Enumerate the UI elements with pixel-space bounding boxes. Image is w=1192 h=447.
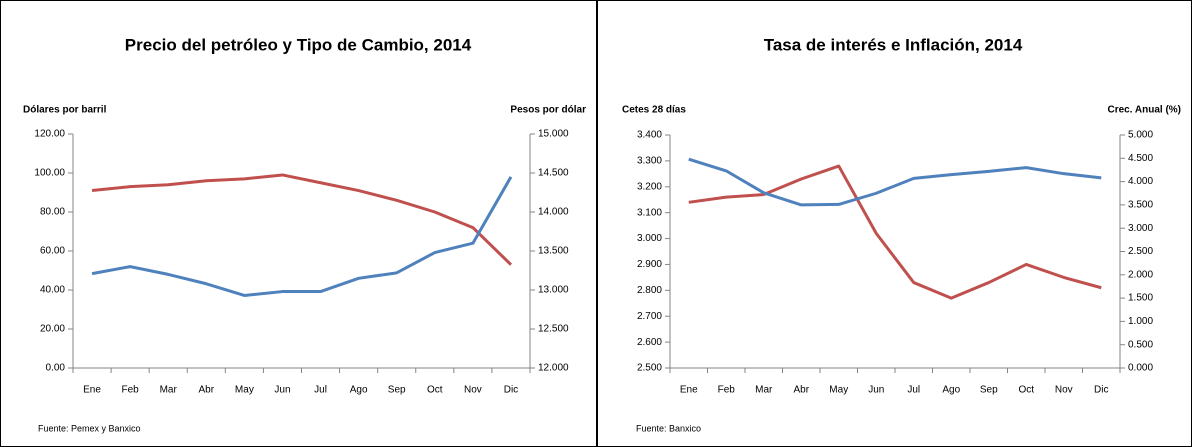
x-tick-label: Sep (980, 385, 998, 396)
y-tick-label: 3.100 (637, 207, 662, 218)
y2-tick-label: 14.000 (538, 207, 569, 218)
y-tick-label: 2.700 (637, 311, 662, 322)
y-tick-label: 20.00 (40, 324, 65, 335)
x-tick-label: Ago (942, 385, 960, 396)
y2-tick-label: 3.500 (1128, 200, 1153, 211)
x-tick-label: Ago (350, 385, 368, 396)
chart-title: Tasa de interés e Inflación, 2014 (764, 35, 1023, 54)
y-tick-label: 3.000 (637, 233, 662, 244)
y2-tick-label: 14.500 (538, 168, 569, 179)
y-tick-label: 80.00 (40, 207, 65, 218)
y2-tick-label: 1.500 (1128, 293, 1153, 304)
source-note: Fuente: Pemex y Banxico (38, 423, 141, 433)
x-tick-label: Jul (907, 385, 920, 396)
x-tick-label: Dic (1094, 385, 1108, 396)
y-tick-label: 2.800 (637, 285, 662, 296)
series-line (91, 173, 513, 266)
y-tick-label: 2.900 (637, 259, 662, 270)
x-tick-label: Oct (427, 385, 443, 396)
y2-tick-label: 4.500 (1128, 153, 1153, 164)
x-tick-label: Nov (464, 385, 482, 396)
x-tick-label: Jun (868, 385, 884, 396)
x-tick-label: Feb (718, 385, 736, 396)
x-tick-label: Ene (83, 385, 101, 396)
y-tick-label: 3.400 (637, 130, 662, 141)
y2-axis-label: Crec. Anual (%) (1107, 105, 1181, 116)
chart-title: Precio del petróleo y Tipo de Cambio, 20… (125, 35, 472, 54)
x-tick-label: Jun (274, 385, 290, 396)
y2-tick-label: 15.000 (538, 129, 569, 140)
y2-tick-label: 0.500 (1128, 339, 1153, 350)
y-axis-label: Cetes 28 días (622, 105, 686, 116)
x-tick-label: Mar (755, 385, 773, 396)
x-tick-label: Sep (388, 385, 406, 396)
y2-axis-label: Pesos por dólar (510, 105, 586, 116)
y-tick-label: 40.00 (40, 285, 65, 296)
x-tick-label: May (829, 385, 848, 396)
x-tick-label: Dic (504, 385, 518, 396)
panel-border (0, 0, 597, 447)
y2-tick-label: 5.000 (1128, 130, 1153, 141)
y2-tick-label: 1.000 (1128, 316, 1153, 327)
series-line (688, 157, 1102, 207)
y2-tick-label: 2.000 (1128, 269, 1153, 280)
series-line (688, 164, 1102, 300)
x-tick-label: Ene (680, 385, 698, 396)
source-note: Fuente: Banxico (636, 423, 701, 433)
x-tick-label: Abr (793, 385, 809, 396)
y2-tick-label: 13.500 (538, 246, 569, 257)
y2-tick-label: 12.000 (538, 363, 569, 374)
y2-tick-label: 2.500 (1128, 246, 1153, 257)
x-tick-label: Oct (1018, 385, 1034, 396)
y-tick-label: 3.300 (637, 156, 662, 167)
x-tick-label: Abr (199, 385, 215, 396)
y-tick-label: 3.200 (637, 181, 662, 192)
y2-tick-label: 13.000 (538, 285, 569, 296)
y-tick-label: 2.500 (637, 363, 662, 374)
y2-tick-label: 12.500 (538, 324, 569, 335)
y2-tick-label: 0.000 (1128, 363, 1153, 374)
x-tick-label: Mar (160, 385, 178, 396)
y-tick-label: 2.600 (637, 337, 662, 348)
x-tick-label: Nov (1055, 385, 1073, 396)
y2-tick-label: 4.000 (1128, 176, 1153, 187)
series-line (91, 176, 513, 297)
x-tick-label: Jul (314, 385, 327, 396)
y-tick-label: 0.00 (46, 363, 66, 374)
y-axis-label: Dólares por barril (23, 105, 107, 116)
y-tick-label: 60.00 (40, 246, 65, 257)
y2-tick-label: 3.000 (1128, 223, 1153, 234)
y-tick-label: 120.00 (34, 129, 65, 140)
panel-border (597, 0, 1192, 447)
x-tick-label: May (235, 385, 254, 396)
x-tick-label: Feb (122, 385, 140, 396)
y-tick-label: 100.00 (34, 168, 65, 179)
